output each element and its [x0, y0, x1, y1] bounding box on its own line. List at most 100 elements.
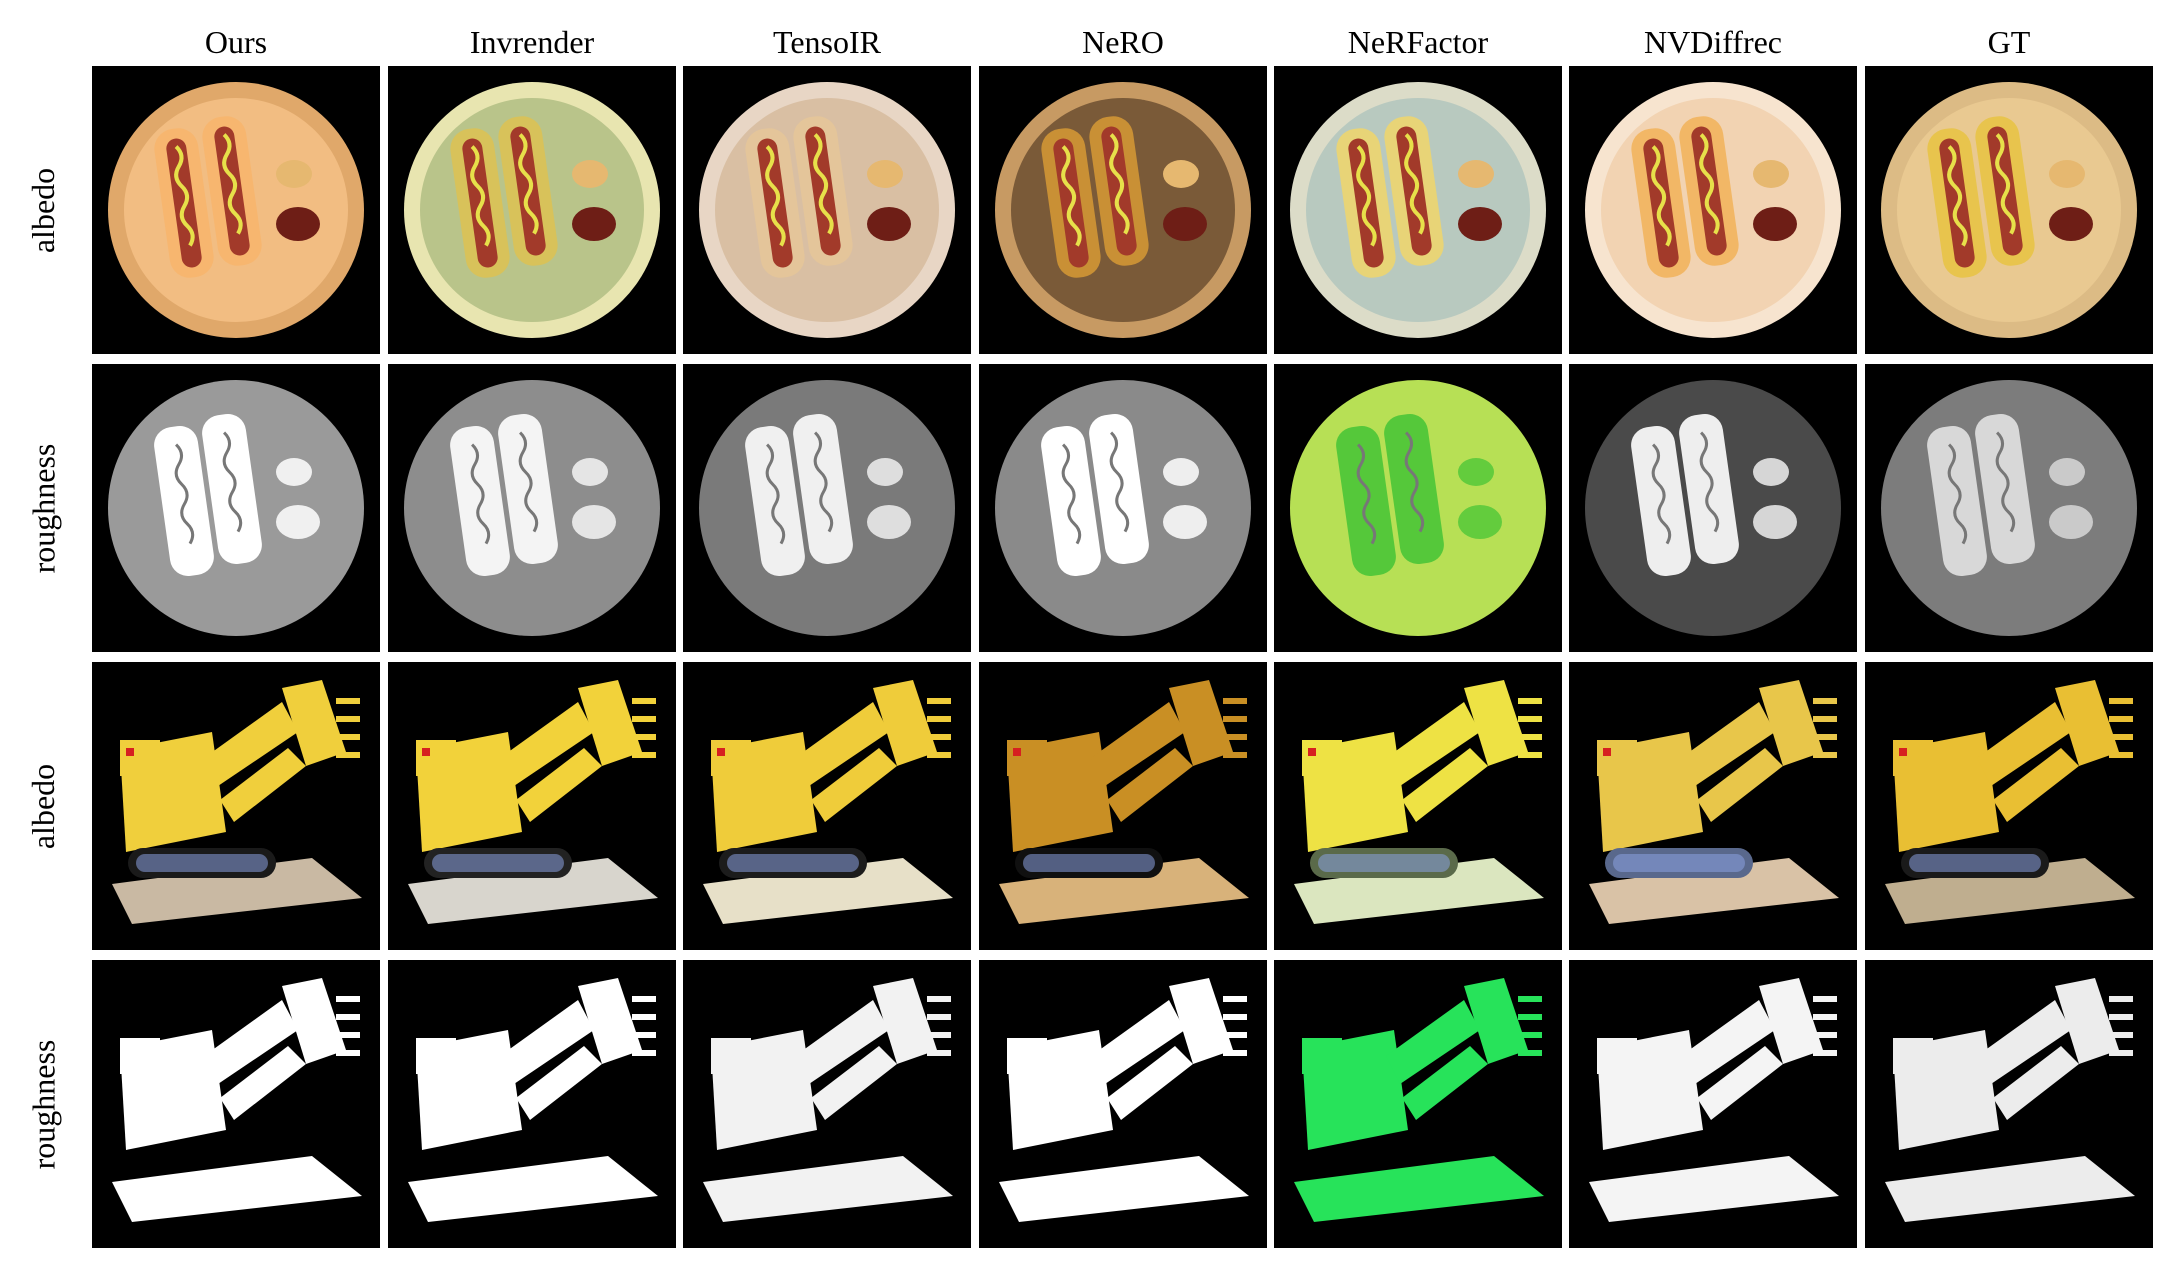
column-header-ours: Ours: [204, 24, 268, 60]
roughness-blob: [1753, 505, 1797, 539]
mustard-blob: [1458, 160, 1494, 188]
cell-lego-roughness-ours: [92, 960, 380, 1248]
lego-albedo-image: [703, 680, 953, 924]
hotdog-bun: [154, 128, 214, 278]
roughness-bun: [793, 413, 853, 565]
roughness-blob: [867, 505, 911, 539]
hotdog-albedo-image: [108, 82, 364, 338]
lego-roughness-image: [1885, 978, 2135, 1222]
lego-roughness-image: [408, 978, 658, 1222]
column-header-gt: GT: [1987, 24, 2031, 60]
cell-lego-roughness-nerfactor: [1274, 960, 1562, 1248]
roughness-bun: [154, 425, 214, 577]
lego-bulldozer: [999, 978, 1249, 1222]
hotdog-roughness-image: [1881, 380, 2137, 636]
column-header-tensoir: TensoIR: [773, 24, 881, 60]
roughness-blob: [867, 458, 903, 486]
cell-lego-albedo-nero: [979, 662, 1267, 950]
cell-lego-albedo-gt: [1865, 662, 2153, 950]
cell-hotdog-roughness-nvdiffrec: [1569, 364, 1857, 652]
column-header-nvdiffrec: NVDiffrec: [1643, 24, 1782, 60]
ketchup-blob: [1163, 207, 1207, 241]
ketchup-blob: [1458, 207, 1502, 241]
hotdog-bun: [1336, 128, 1396, 278]
lego-roughness-image: [703, 978, 953, 1222]
lego-bulldozer: [1589, 978, 1839, 1222]
column-header-invrender: Invrender: [469, 24, 595, 60]
row-label-text: albedo: [25, 763, 62, 849]
mustard-blob: [2049, 160, 2085, 188]
cell-hotdog-roughness-nerfactor: [1274, 364, 1562, 652]
roughness-bun: [1041, 425, 1101, 577]
hotdog-bun: [745, 128, 805, 278]
lego-albedo-image: [999, 680, 1249, 924]
ketchup-blob: [2049, 207, 2093, 241]
roughness-bun: [1679, 413, 1739, 565]
roughness-blob: [2049, 458, 2085, 486]
lego-bulldozer: [112, 978, 362, 1222]
roughness-bun: [1927, 425, 1987, 577]
lego-bulldozer: [112, 680, 362, 924]
cell-hotdog-roughness-tensoir: [683, 364, 971, 652]
ketchup-blob: [276, 207, 320, 241]
hotdog-albedo-image: [1290, 82, 1546, 338]
hotdog-roughness-image: [404, 380, 660, 636]
cell-lego-albedo-nerfactor: [1274, 662, 1562, 950]
roughness-blob: [276, 505, 320, 539]
lego-roughness-image: [1294, 978, 1544, 1222]
hotdog-bun: [202, 116, 262, 266]
row-label-roughness-2: roughness: [22, 364, 66, 652]
roughness-bun: [745, 425, 805, 577]
hotdog-albedo-image: [1585, 82, 1841, 338]
roughness-bun: [1089, 413, 1149, 565]
hotdog-bun: [793, 116, 853, 266]
cell-hotdog-albedo-invrender: [388, 66, 676, 354]
cell-lego-albedo-tensoir: [683, 662, 971, 950]
hotdog-albedo-image: [404, 82, 660, 338]
roughness-blob: [1458, 505, 1502, 539]
cell-lego-albedo-ours: [92, 662, 380, 950]
column-header-nero: NeRO: [1082, 24, 1164, 60]
cell-lego-albedo-invrender: [388, 662, 676, 950]
lego-roughness-image: [1589, 978, 1839, 1222]
ketchup-blob: [1753, 207, 1797, 241]
hotdog-bun: [1679, 116, 1739, 266]
lego-bulldozer: [703, 978, 953, 1222]
cell-hotdog-albedo-tensoir: [683, 66, 971, 354]
cell-hotdog-roughness-nero: [979, 364, 1267, 652]
lego-bulldozer: [703, 680, 953, 924]
roughness-blob: [1458, 458, 1494, 486]
roughness-blob: [276, 458, 312, 486]
row-label-text: roughness: [25, 1039, 62, 1169]
ketchup-blob: [572, 207, 616, 241]
hotdog-roughness-image: [1290, 380, 1546, 636]
hotdog-albedo-image: [1881, 82, 2137, 338]
row-label-text: albedo: [25, 167, 62, 253]
hotdog-bun: [1384, 116, 1444, 266]
lego-bulldozer: [408, 978, 658, 1222]
roughness-blob: [1163, 505, 1207, 539]
lego-albedo-image: [1294, 680, 1544, 924]
mustard-blob: [276, 160, 312, 188]
mustard-blob: [867, 160, 903, 188]
lego-albedo-image: [1885, 680, 2135, 924]
roughness-bun: [1384, 413, 1444, 565]
cell-hotdog-albedo-ours: [92, 66, 380, 354]
lego-bulldozer: [1589, 680, 1839, 924]
cell-hotdog-albedo-nerfactor: [1274, 66, 1562, 354]
ketchup-blob: [867, 207, 911, 241]
hotdog-bun: [1975, 116, 2035, 266]
lego-albedo-image: [112, 680, 362, 924]
cell-hotdog-roughness-gt: [1865, 364, 2153, 652]
mustard-blob: [1753, 160, 1789, 188]
lego-bulldozer: [1885, 978, 2135, 1222]
roughness-bun: [1336, 425, 1396, 577]
roughness-blob: [2049, 505, 2093, 539]
lego-bulldozer: [1294, 978, 1544, 1222]
roughness-blob: [1163, 458, 1199, 486]
hotdog-bun: [1631, 128, 1691, 278]
lego-albedo-image: [1589, 680, 1839, 924]
cell-lego-roughness-gt: [1865, 960, 2153, 1248]
hotdog-bun: [450, 128, 510, 278]
row-label-text: roughness: [25, 443, 62, 573]
